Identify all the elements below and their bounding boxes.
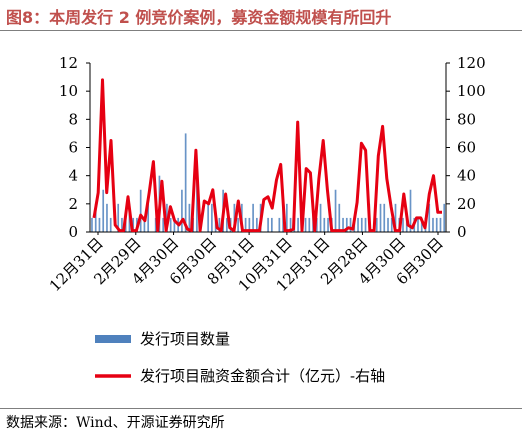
legend-bar-swatch (95, 335, 131, 343)
bar (173, 217, 176, 232)
right-tick-label: 100 (457, 82, 486, 100)
bar (315, 217, 318, 232)
bar (417, 217, 419, 232)
bar (428, 203, 431, 232)
left-tick-label: 4 (68, 167, 78, 185)
bar (248, 217, 251, 232)
bar (349, 217, 352, 232)
bar (94, 203, 97, 232)
bar (117, 203, 120, 232)
bar (420, 217, 423, 232)
bar (285, 203, 288, 232)
left-tick-label: 10 (59, 82, 78, 100)
bar (196, 175, 198, 232)
bar (143, 217, 146, 232)
bar (252, 203, 254, 232)
bar (409, 189, 412, 232)
bar (387, 217, 389, 232)
bar (154, 217, 157, 232)
left-tick-label: 12 (59, 54, 78, 72)
bar (226, 217, 228, 232)
bar (390, 217, 393, 232)
bar (267, 217, 269, 232)
top-rule (0, 30, 522, 31)
amount-line (92, 78, 442, 233)
bar (439, 217, 442, 232)
bar (237, 217, 239, 232)
left-tick-label: 0 (68, 223, 78, 241)
bar (435, 217, 438, 232)
right-tick-label: 60 (457, 139, 476, 157)
bar (218, 217, 221, 232)
bar (102, 189, 105, 232)
bar (289, 217, 292, 232)
legend-line-label: 发行项目融资金额合计（亿元）-右轴 (140, 367, 385, 385)
bar (184, 133, 187, 232)
bar (345, 217, 348, 232)
bar (109, 217, 112, 232)
left-tick-label: 2 (68, 195, 78, 213)
bar (323, 217, 326, 232)
bar (278, 217, 281, 232)
bar (383, 203, 386, 232)
bar (319, 203, 322, 232)
bar (147, 203, 150, 232)
bar (432, 217, 434, 232)
bar (139, 189, 142, 232)
right-tick-label: 40 (457, 167, 476, 185)
bar (360, 217, 363, 232)
bar (256, 217, 258, 232)
chart-title: 图8：本周发行 2 例竞价案例，募资金额规模有所回升 (6, 8, 392, 27)
chart: 02468101202040608010012012月31日2月29日4月30日… (46, 54, 486, 385)
bar (357, 217, 359, 232)
bar (91, 217, 93, 232)
bar (304, 217, 307, 232)
bar (308, 217, 311, 232)
left-tick-label: 6 (68, 139, 78, 157)
bar (334, 189, 337, 232)
right-tick-label: 120 (457, 54, 486, 72)
right-tick-label: 0 (457, 223, 467, 241)
left-tick-label: 8 (68, 110, 78, 128)
bar (211, 203, 213, 232)
bar (327, 217, 329, 232)
line-series (92, 78, 442, 233)
bar (443, 203, 446, 232)
bar (132, 217, 135, 232)
bar (181, 189, 183, 232)
bar (297, 217, 299, 232)
bar (207, 203, 209, 232)
bar (188, 203, 191, 232)
bar (106, 203, 108, 232)
bar (342, 217, 344, 232)
source-note: 数据来源：Wind、开源证券研究所 (6, 415, 225, 431)
bar (375, 217, 378, 232)
bar (364, 217, 367, 232)
bar (162, 217, 165, 232)
bar (270, 217, 273, 232)
bar (394, 203, 397, 232)
bar (402, 217, 404, 232)
bar (169, 217, 172, 232)
right-tick-label: 20 (457, 195, 476, 213)
bottom-rule (0, 408, 522, 409)
bar (121, 217, 123, 232)
bar (379, 203, 382, 232)
right-tick-label: 80 (457, 110, 476, 128)
bar (98, 217, 101, 232)
legend-bar-label: 发行项目数量 (140, 330, 230, 348)
bar (338, 203, 341, 232)
x-tick-label: 12月31日 (46, 234, 107, 295)
bar (244, 217, 247, 232)
